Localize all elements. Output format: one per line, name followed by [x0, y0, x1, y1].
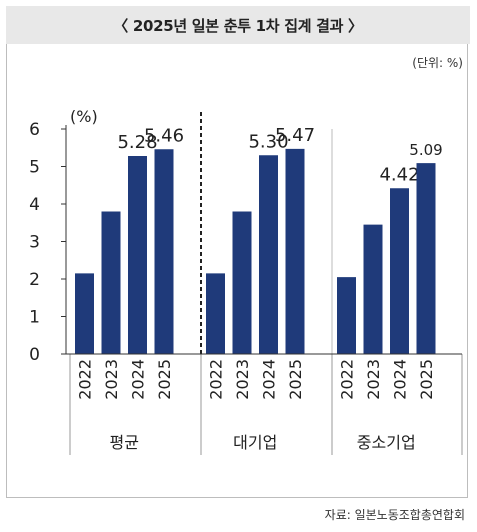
data-label: 5.47: [275, 125, 315, 146]
data-label: 5.30: [248, 131, 288, 152]
x-tick-label: 2022: [207, 359, 226, 400]
title-bar: 〈 2025년 일본 춘투 1차 집계 결과 〉: [6, 6, 470, 44]
y-tick-label: 6: [29, 120, 40, 140]
chart-title: 〈 2025년 일본 춘투 1차 집계 결과 〉: [113, 16, 363, 35]
group-label: 대기업: [233, 433, 277, 452]
x-tick-label: 2023: [102, 359, 121, 400]
y-tick-label: 4: [29, 195, 40, 215]
y-unit-label: (%): [70, 107, 98, 126]
bar: [285, 148, 305, 354]
bar: [337, 277, 356, 354]
y-tick-label: 2: [29, 270, 40, 290]
group-label: 평균: [110, 433, 139, 452]
bar: [390, 188, 409, 354]
x-tick-label: 2024: [129, 359, 148, 400]
bar: [416, 163, 436, 354]
y-tick-label: 1: [29, 308, 40, 328]
x-tick-label: 2024: [391, 359, 410, 400]
bar: [128, 156, 147, 354]
bar: [75, 273, 94, 354]
x-tick-label: 2024: [260, 359, 279, 400]
x-tick-label: 2025: [417, 359, 436, 400]
bar: [206, 273, 225, 354]
bar: [259, 155, 278, 354]
bar: [154, 149, 174, 354]
data-label: 5.46: [144, 125, 184, 146]
x-tick-label: 2022: [338, 359, 357, 400]
x-tick-label: 2025: [286, 359, 305, 400]
y-tick-label: 0: [29, 345, 40, 365]
unit-note: (단위: %): [412, 56, 463, 70]
x-tick-label: 2023: [233, 359, 252, 400]
bar: [363, 224, 383, 354]
bar: [232, 211, 252, 354]
group-label: 중소기업: [357, 433, 416, 452]
data-label: 4.42: [379, 164, 419, 185]
x-tick-label: 2025: [155, 359, 174, 400]
data-label: 5.28: [117, 132, 157, 153]
y-tick-label: 5: [29, 158, 40, 178]
bar: [101, 211, 121, 354]
x-tick-label: 2022: [76, 359, 95, 400]
chart-frame: [6, 44, 468, 498]
source-note: 자료: 일본노동조합총연합회: [324, 508, 465, 522]
y-tick-label: 3: [29, 233, 40, 253]
data-label: 5.09: [409, 141, 442, 159]
x-tick-label: 2023: [364, 359, 383, 400]
